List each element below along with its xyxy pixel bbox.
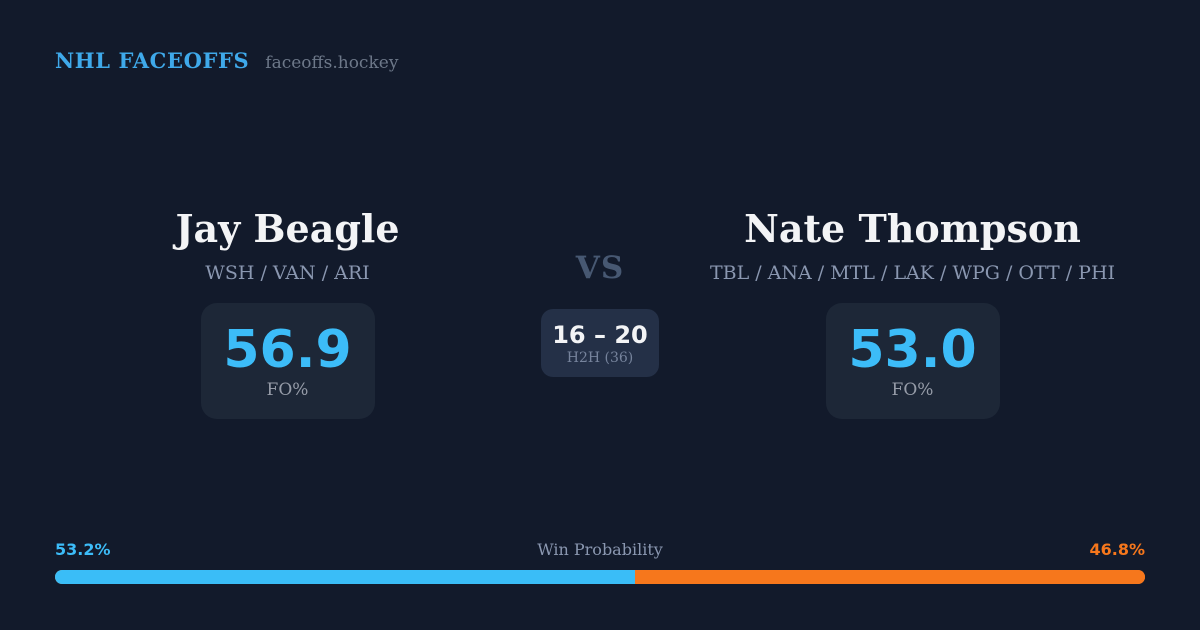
win-probability-bar bbox=[55, 570, 1145, 584]
h2h-label: H2H (36) bbox=[566, 349, 634, 366]
right-player-teams: TBL / ANA / MTL / LAK / WPG / OTT / PHI bbox=[709, 262, 1116, 284]
brand-title: NHL FACEOFFS bbox=[55, 48, 250, 73]
right-player-stat-value: 53.0 bbox=[848, 320, 977, 380]
site-url: faceoffs.hockey bbox=[265, 53, 399, 73]
left-player-stat-value: 56.9 bbox=[223, 320, 352, 380]
right-player-column: Nate Thompson TBL / ANA / MTL / LAK / WP… bbox=[675, 205, 1150, 419]
win-probability-section: 53.2% Win Probability 46.8% bbox=[55, 540, 1145, 584]
right-player-name: Nate Thompson bbox=[744, 206, 1081, 251]
win-probability-bar-right-segment bbox=[634, 570, 1145, 584]
center-column: VS 16 – 20 H2H (36) bbox=[525, 205, 675, 419]
win-probability-title: Win Probability bbox=[537, 540, 663, 559]
left-player-stat-label: FO% bbox=[266, 380, 309, 400]
right-player-stat-card: 53.0 FO% bbox=[825, 303, 1000, 419]
left-player-stat-card: 56.9 FO% bbox=[200, 303, 375, 419]
win-probability-labels: 53.2% Win Probability 46.8% bbox=[55, 540, 1145, 559]
matchup-row: Jay Beagle WSH / VAN / ARI 56.9 FO% VS 1… bbox=[0, 205, 1200, 419]
h2h-card: 16 – 20 H2H (36) bbox=[541, 309, 659, 377]
right-win-probability: 46.8% bbox=[1089, 540, 1145, 559]
vs-label: VS bbox=[575, 250, 625, 286]
left-win-probability: 53.2% bbox=[55, 540, 111, 559]
header: NHL FACEOFFS faceoffs.hockey bbox=[55, 48, 398, 73]
left-player-name: Jay Beagle bbox=[175, 206, 400, 251]
right-player-stat-label: FO% bbox=[891, 380, 934, 400]
left-player-column: Jay Beagle WSH / VAN / ARI 56.9 FO% bbox=[50, 205, 525, 419]
left-player-teams: WSH / VAN / ARI bbox=[205, 262, 370, 284]
win-probability-bar-left-segment bbox=[55, 570, 635, 584]
h2h-record: 16 – 20 bbox=[552, 320, 648, 349]
